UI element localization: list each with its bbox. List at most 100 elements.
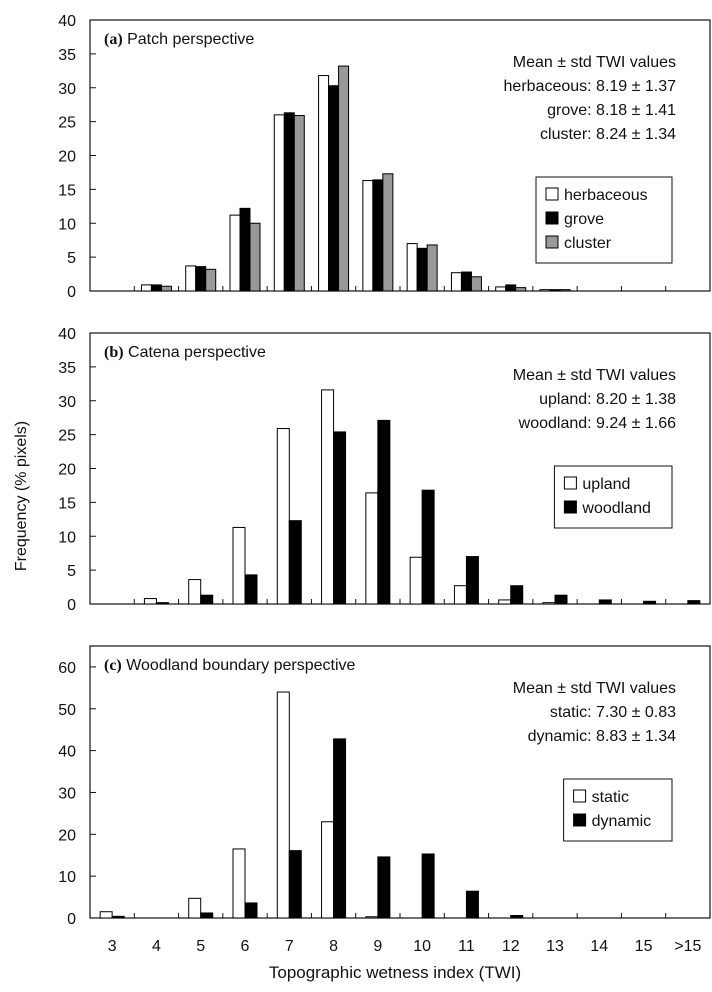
panel-title-text: Woodland boundary perspective bbox=[122, 657, 356, 674]
x-axis-label: Topographic wetness index (TWI) bbox=[269, 963, 521, 982]
bar-herbaceous-7 bbox=[273, 114, 285, 292]
legend: static dynamic bbox=[563, 778, 673, 842]
stats-line: cluster: 8.24 ± 1.34 bbox=[540, 126, 676, 143]
legend-swatch-dynamic bbox=[573, 813, 587, 827]
bar-grove-6 bbox=[239, 207, 251, 292]
stats-line: herbaceous: 8.19 ± 1.37 bbox=[504, 78, 677, 95]
chart-panel-3: 0 10 20 30 40 50 60 (c) Woodland boundary persp… bbox=[58, 645, 711, 955]
y-axis-label: Frequency (% pixels) bbox=[13, 421, 30, 571]
y-tick-label: 0 bbox=[67, 284, 76, 301]
legend-box bbox=[535, 176, 673, 264]
bar-woodland-10 bbox=[421, 489, 435, 605]
bar-woodland-14 bbox=[598, 599, 612, 605]
x-tick-label: 13 bbox=[546, 938, 564, 955]
bar-woodland-12 bbox=[510, 585, 524, 605]
bar-cluster-6 bbox=[249, 222, 261, 292]
bar-herbaceous-5 bbox=[185, 265, 197, 292]
bar-woodland-6 bbox=[244, 574, 258, 605]
panel-title-text: Catena perspective bbox=[124, 344, 266, 361]
legend-label-grove: grove bbox=[564, 211, 604, 228]
bar-woodland-4 bbox=[155, 602, 169, 605]
bar-upland-10 bbox=[409, 556, 423, 605]
bar-static-6 bbox=[232, 848, 246, 919]
panel-letter: (b) bbox=[104, 344, 124, 361]
bar-cluster-8 bbox=[338, 65, 350, 292]
bar-upland-9 bbox=[365, 492, 379, 605]
bar-cluster-9 bbox=[382, 173, 394, 292]
y-tick-label: 25 bbox=[58, 428, 76, 445]
y-tick-label: 60 bbox=[58, 660, 76, 677]
bar-herbaceous-6 bbox=[229, 214, 241, 292]
stats-heading: Mean ± std TWI values bbox=[513, 680, 676, 697]
bar-woodland-13 bbox=[554, 594, 568, 605]
bar-woodland-5 bbox=[200, 594, 214, 605]
panel-letter: (a) bbox=[104, 31, 123, 48]
bar-dynamic-8 bbox=[333, 738, 347, 919]
bar-grove-11 bbox=[460, 271, 472, 292]
bar-woodland-15 bbox=[643, 600, 657, 605]
x-tick-label: >15 bbox=[674, 938, 701, 955]
stats-line: upland: 8.20 ± 1.38 bbox=[539, 391, 676, 408]
y-tick-label: 20 bbox=[58, 462, 76, 479]
bar-grove-13 bbox=[549, 289, 561, 292]
x-tick-label: 8 bbox=[329, 938, 338, 955]
bar-cluster-11 bbox=[470, 276, 482, 292]
bar-grove-7 bbox=[283, 112, 295, 292]
bar-grove-4 bbox=[150, 284, 162, 292]
legend-label-herbaceous: herbaceous bbox=[564, 187, 648, 204]
y-tick-label: 30 bbox=[58, 394, 76, 411]
x-tick-label: 9 bbox=[373, 938, 382, 955]
bar-dynamic-11 bbox=[465, 890, 479, 919]
bar-static-3 bbox=[99, 911, 113, 919]
y-tick-label: 5 bbox=[67, 563, 76, 580]
bar-grove-5 bbox=[195, 266, 207, 292]
x-tick-label: 3 bbox=[108, 938, 117, 955]
bar-dynamic-12 bbox=[510, 914, 524, 919]
x-tick-label: 7 bbox=[285, 938, 294, 955]
x-tick-label: 12 bbox=[502, 938, 520, 955]
stats-line: woodland: 9.24 ± 1.66 bbox=[518, 415, 676, 432]
y-tick-label: 40 bbox=[58, 744, 76, 761]
panel-title: (b) Catena perspective bbox=[104, 344, 266, 361]
x-tick-label: 11 bbox=[458, 938, 475, 955]
bar-grove-8 bbox=[328, 85, 340, 292]
bar-grove-12 bbox=[505, 284, 517, 292]
stats-line: static: 7.30 ± 0.83 bbox=[550, 704, 676, 721]
stats-heading: Mean ± std TWI values bbox=[513, 54, 676, 71]
bar-static-7 bbox=[276, 691, 290, 919]
bar-woodland->15 bbox=[687, 600, 701, 605]
bar-cluster-10 bbox=[426, 244, 438, 292]
bar-cluster-7 bbox=[293, 115, 305, 292]
bar-woodland-8 bbox=[333, 431, 347, 605]
legend: upland woodland bbox=[553, 465, 673, 529]
y-tick-label: 0 bbox=[67, 597, 76, 614]
legend-label-woodland: woodland bbox=[581, 500, 651, 517]
y-tick-label: 40 bbox=[58, 13, 76, 30]
bar-upland-4 bbox=[143, 598, 157, 605]
bar-upland-12 bbox=[498, 599, 512, 605]
bar-grove-9 bbox=[372, 179, 384, 292]
bar-upland-7 bbox=[276, 428, 290, 605]
bar-dynamic-10 bbox=[421, 853, 435, 919]
y-tick-label: 0 bbox=[67, 911, 76, 928]
bar-dynamic-6 bbox=[244, 902, 258, 919]
bar-herbaceous-4 bbox=[140, 284, 152, 292]
y-tick-label: 30 bbox=[58, 81, 76, 98]
y-tick-label: 5 bbox=[67, 250, 76, 267]
bar-upland-8 bbox=[321, 389, 335, 605]
panel-title: (c) Woodland boundary perspective bbox=[104, 657, 356, 674]
y-tick-label: 10 bbox=[58, 216, 76, 233]
bar-woodland-9 bbox=[377, 419, 391, 605]
x-tick-label: 15 bbox=[635, 938, 653, 955]
bar-herbaceous-12 bbox=[495, 286, 507, 292]
bar-woodland-7 bbox=[288, 520, 302, 605]
bar-static-9 bbox=[365, 916, 379, 919]
chart-panel-1: 0 5 10 15 20 25 30 35 40 (a) Patch perspective Mea… bbox=[58, 13, 711, 301]
legend-label-upland: upland bbox=[582, 476, 630, 493]
legend-box bbox=[553, 465, 673, 529]
y-tick-label: 25 bbox=[58, 115, 76, 132]
legend-swatch-grove bbox=[545, 211, 559, 225]
bar-upland-13 bbox=[542, 602, 556, 605]
y-tick-label: 10 bbox=[58, 529, 76, 546]
x-tick-label: 6 bbox=[241, 938, 250, 955]
